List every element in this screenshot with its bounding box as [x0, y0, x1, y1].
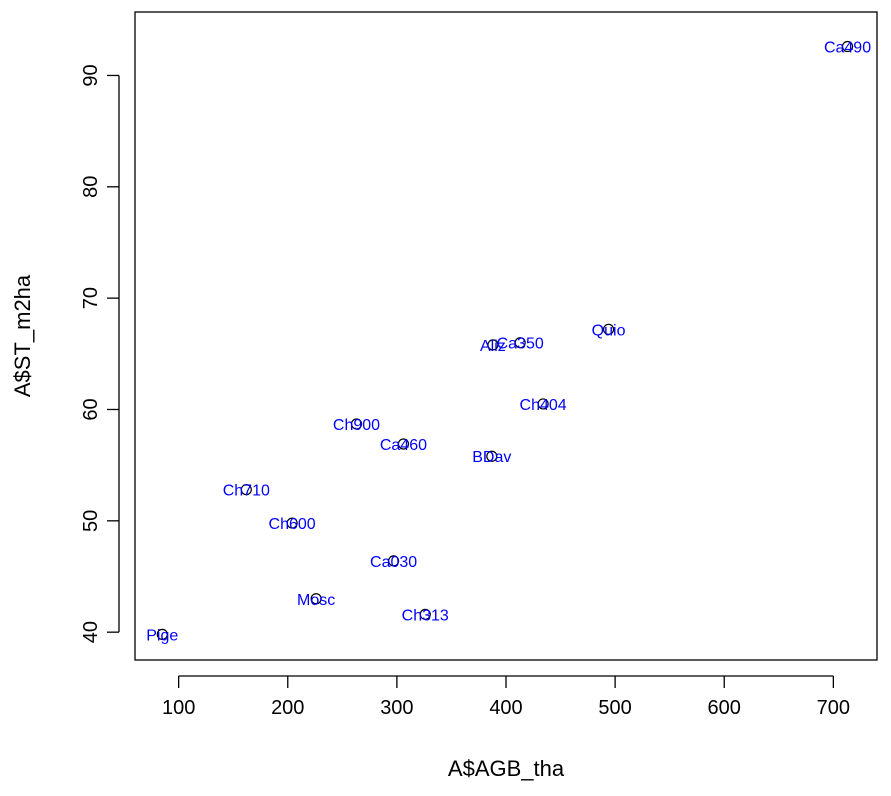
- y-tick-label: 90: [80, 64, 102, 86]
- point-label: Ch900: [333, 417, 380, 434]
- x-tick-label: 500: [598, 697, 631, 719]
- y-tick-label: 70: [80, 287, 102, 309]
- x-tick-label: 400: [489, 697, 522, 719]
- y-tick-label: 80: [80, 176, 102, 198]
- point-label: Pige: [146, 627, 178, 644]
- y-tick-label: 60: [80, 398, 102, 420]
- x-tick-label: 200: [271, 697, 304, 719]
- data-point: [388, 555, 400, 567]
- point-label: Ch600: [269, 516, 316, 533]
- data-point: [419, 608, 431, 620]
- y-axis-title: A$ST_m2ha: [10, 274, 35, 397]
- y-tick-label: 50: [80, 510, 102, 532]
- data-point: [350, 418, 363, 430]
- point-label: BDav: [472, 449, 511, 466]
- data-point: [514, 337, 526, 349]
- x-tick-label: 300: [380, 697, 413, 719]
- point-label: Mosc: [297, 592, 335, 609]
- data-points: Pige Ch710 Ch600 Mosc Ch900 Ca030 Ca460 Ch313 Al…: [146, 40, 871, 645]
- plot-frame: [134, 11, 878, 661]
- x-axis-title: A$AGB_tha: [448, 756, 565, 781]
- y-axis: 40 50 60 70 80 90: [80, 64, 120, 643]
- point-label: Ca490: [824, 40, 871, 57]
- data-point: [602, 323, 615, 335]
- data-point: [841, 40, 854, 53]
- data-point: [397, 438, 410, 450]
- x-tick-label: 700: [817, 697, 850, 719]
- data-point: [537, 398, 549, 410]
- point-label: Ca030: [370, 554, 417, 571]
- data-point: [486, 450, 498, 462]
- point-label: Ch710: [223, 483, 270, 500]
- x-tick-label: 600: [708, 697, 741, 719]
- data-point: [286, 517, 298, 529]
- data-point: [310, 593, 322, 605]
- point-label: Ca350: [497, 336, 544, 353]
- data-point: [487, 339, 499, 351]
- point-label: Aliz: [480, 338, 506, 355]
- point-label: Ca460: [380, 437, 427, 454]
- x-tick-label: 100: [162, 697, 195, 719]
- point-label: Ch313: [402, 607, 449, 624]
- x-axis: 100 200 300 400 500 600 700: [162, 675, 850, 719]
- point-label: Quio: [592, 322, 626, 339]
- data-point: [156, 628, 168, 640]
- point-label: Ch404: [520, 397, 567, 414]
- y-tick-label: 40: [80, 621, 102, 643]
- data-point: [240, 484, 252, 496]
